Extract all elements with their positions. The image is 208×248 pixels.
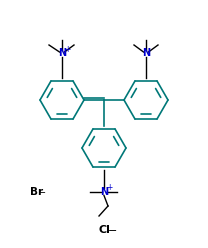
Text: −: −: [108, 226, 118, 236]
Text: +: +: [64, 44, 70, 54]
Text: Cl: Cl: [98, 225, 110, 235]
Text: Br: Br: [30, 187, 43, 197]
Text: +: +: [106, 184, 112, 192]
Text: −: −: [38, 188, 46, 198]
Text: N: N: [100, 187, 108, 197]
Text: N: N: [142, 48, 150, 58]
Text: N: N: [58, 48, 66, 58]
